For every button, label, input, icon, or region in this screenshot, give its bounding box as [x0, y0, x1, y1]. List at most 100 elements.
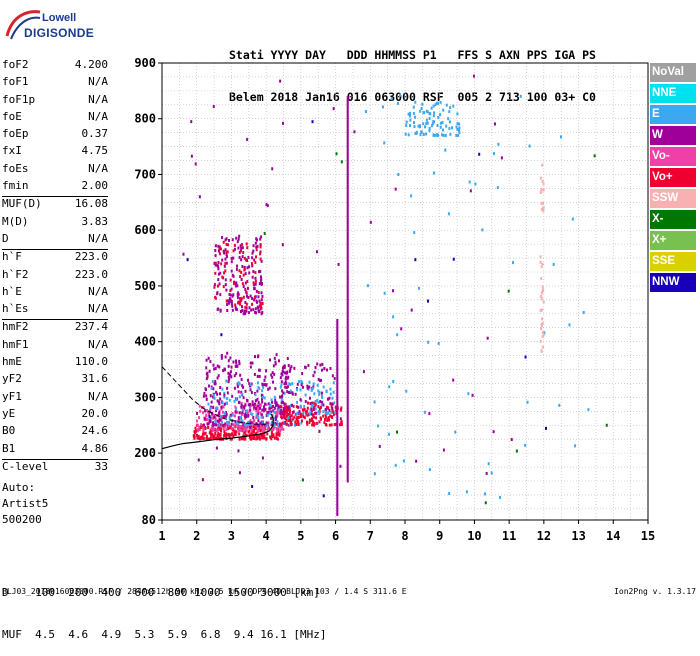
echo-point [311, 417, 314, 421]
echo-cluster [263, 152, 608, 505]
echo-point [452, 257, 455, 261]
echo-point [346, 361, 349, 365]
echo-point [297, 405, 300, 409]
echo-point [203, 417, 206, 421]
echo-point [285, 414, 288, 418]
echo-point [214, 382, 217, 386]
echo-point [207, 384, 210, 388]
echo-point [465, 490, 468, 494]
echo-point [214, 254, 217, 258]
echo-point [507, 289, 510, 293]
echo-point [208, 437, 211, 441]
echo-point [239, 275, 242, 279]
echo-point [338, 423, 341, 427]
echo-point [225, 253, 228, 257]
echo-point [285, 386, 288, 390]
echo-point [246, 423, 249, 427]
echo-point [244, 403, 247, 407]
echo-point [228, 436, 231, 440]
echo-point [280, 405, 283, 409]
echo-point [346, 136, 349, 140]
echo-point [271, 426, 274, 430]
echo-point [244, 312, 247, 316]
echo-point [540, 208, 543, 212]
echo-point [325, 409, 328, 413]
echo-point [300, 414, 303, 418]
echo-point [262, 436, 265, 440]
echo-point [195, 429, 198, 433]
echo-point [282, 121, 285, 125]
echo-point [336, 390, 339, 394]
echo-point [346, 452, 349, 456]
echo-point [540, 276, 543, 280]
echo-point [448, 120, 451, 124]
echo-point [240, 392, 243, 396]
echo-point [232, 434, 235, 438]
param-row: B1 4.86 [2, 442, 108, 459]
echo-point [218, 427, 221, 431]
param-value: 2.00 [81, 179, 109, 193]
echo-point [277, 423, 280, 427]
echo-point [279, 411, 282, 415]
echo-point [217, 374, 220, 378]
echo-point [427, 299, 430, 303]
echo-point [247, 295, 250, 299]
echo-point [212, 428, 215, 432]
echo-point [218, 392, 221, 396]
echo-point [478, 152, 481, 156]
echo-point [274, 418, 277, 422]
echo-point [227, 301, 230, 305]
echo-point [214, 417, 217, 421]
echo-point [256, 381, 259, 385]
echo-point [276, 437, 279, 441]
echo-point [346, 120, 349, 124]
echo-point [279, 428, 282, 432]
echo-point [244, 305, 247, 309]
echo-point [240, 403, 243, 407]
echo-point [487, 462, 490, 466]
echo-point [257, 401, 260, 405]
echo-point [494, 122, 497, 126]
echo-point [279, 395, 282, 399]
chart-grid [161, 63, 649, 520]
echo-point [288, 391, 291, 395]
echo-point [250, 428, 253, 432]
echo-point [204, 431, 207, 435]
echo-point [346, 104, 349, 108]
echo-point [279, 422, 282, 426]
echo-point [336, 437, 339, 441]
echo-point [252, 269, 255, 273]
echo-point [291, 392, 294, 396]
echo-point [258, 423, 261, 427]
echo-point [258, 310, 261, 314]
echo-point [346, 318, 349, 322]
echo-point [195, 419, 198, 423]
echo-point [214, 431, 217, 435]
echo-point [329, 392, 332, 396]
chart-axes: 1 2 3 4 5 6 7 8 9 10 11 12 13 14 158020030040050060070… [134, 56, 655, 543]
echo-point [346, 347, 349, 351]
echo-point [276, 428, 279, 432]
echo-point [336, 428, 339, 432]
echo-point [280, 408, 283, 412]
echo-point [458, 126, 461, 130]
echo-point [331, 374, 334, 378]
echo-point [353, 130, 356, 134]
echo-point [199, 409, 202, 413]
echo-point [213, 283, 216, 287]
echo-point [309, 401, 312, 405]
echo-point [235, 267, 238, 271]
echo-point [369, 220, 372, 224]
echo-point [217, 432, 220, 436]
echo-point [317, 404, 320, 408]
echo-point [241, 419, 244, 423]
echo-point [209, 360, 212, 364]
echo-point [346, 196, 349, 200]
echo-point [228, 377, 231, 381]
echo-point [228, 398, 231, 402]
echo-point [253, 295, 256, 299]
param-key: yE [2, 406, 16, 420]
echo-point [321, 400, 324, 404]
echo-point [291, 382, 294, 386]
echo-point [256, 407, 259, 411]
